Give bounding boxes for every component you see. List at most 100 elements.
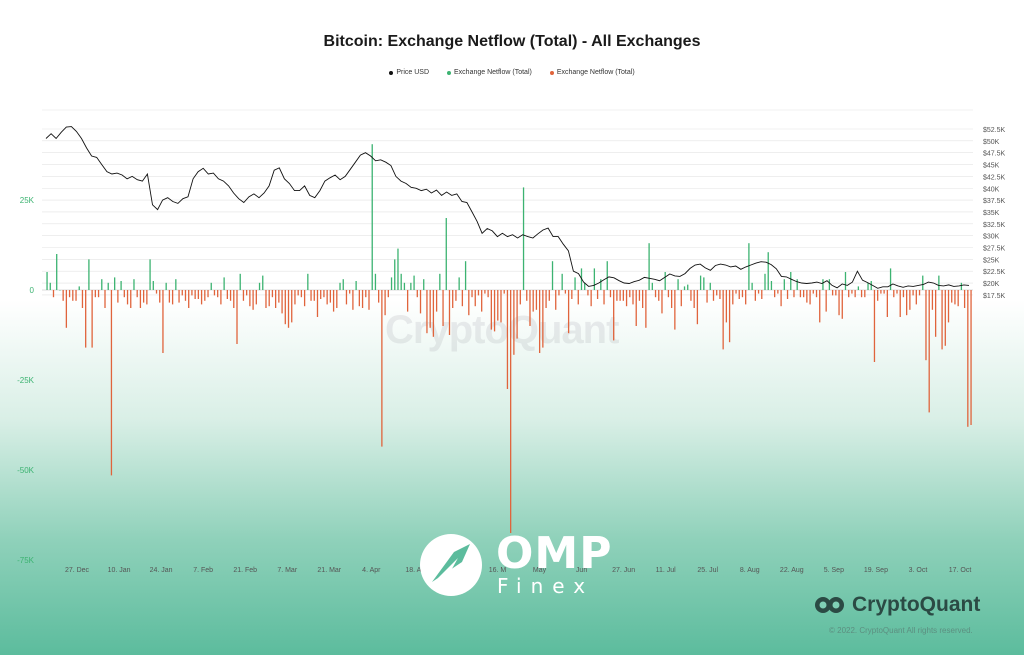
netflow-bar-66 (258, 282, 261, 290)
netflow-bar-180 (625, 290, 628, 307)
netflow-bar-202 (696, 290, 699, 325)
netflow-bar-169 (590, 290, 592, 307)
cryptoquant-brand[interactable]: CryptoQuant (814, 593, 980, 617)
netflow-bar-27 (133, 279, 135, 290)
netflow-bar-242 (825, 290, 827, 312)
y-right-tick-12: $22.5K (983, 269, 1006, 276)
y-left-tick-1: 0 (30, 286, 35, 295)
y-right-tick-3: $45K (983, 163, 1000, 170)
netflow-bar-10 (78, 286, 80, 290)
legend-item-price[interactable]: Price USD (389, 69, 429, 76)
netflow-bar-286 (967, 290, 969, 427)
netflow-bar-178 (619, 290, 621, 301)
netflow-bar-255 (867, 282, 869, 290)
y-right-tick-0: $52.5K (983, 127, 1006, 134)
netflow-bar-112 (406, 290, 409, 312)
netflow-bar-134 (477, 290, 480, 296)
legend-label-positive: Exchange Netflow (Total) (454, 69, 532, 76)
x-tick-13: 27. Jun (612, 567, 635, 574)
netflow-bar-206 (709, 282, 711, 290)
netflow-bar-59 (236, 290, 238, 344)
netflow-bar-154 (542, 290, 544, 348)
watermark-text: CryptoQuant (385, 308, 619, 352)
netflow-bar-35 (159, 290, 161, 303)
netflow-bar-261 (886, 290, 888, 317)
netflow-bar-39 (171, 290, 174, 305)
netflow-bar-262 (889, 268, 892, 290)
netflow-bar-21 (114, 277, 116, 290)
netflow-bar-117 (423, 279, 425, 290)
netflow-bar-87 (326, 290, 328, 305)
netflow-bar-164 (574, 277, 576, 290)
netflow-bar-273 (925, 290, 927, 361)
netflow-bar-232 (793, 290, 795, 298)
netflow-bar-89 (332, 290, 335, 312)
netflow-bar-264 (896, 290, 898, 294)
netflow-bar-176 (613, 290, 615, 341)
netflow-bar-126 (452, 290, 454, 308)
netflow-bar-191 (661, 290, 663, 314)
netflow-bar-137 (487, 290, 489, 298)
y-right-tick-2: $47.5K (983, 151, 1006, 158)
netflow-bar-94 (349, 290, 351, 294)
netflow-bar-181 (629, 290, 631, 298)
netflow-bar-281 (951, 290, 953, 303)
netflow-bar-162 (567, 290, 570, 334)
netflow-bar-271 (918, 290, 921, 296)
netflow-bar-211 (725, 290, 728, 323)
netflow-bar-85 (320, 290, 322, 299)
netflow-bar-119 (429, 290, 431, 328)
netflow-bar-256 (870, 281, 872, 290)
netflow-bar-38 (168, 290, 171, 303)
netflow-bar-19 (107, 282, 109, 290)
x-tick-8: 18. A (405, 567, 421, 574)
legend-item-netflow-negative[interactable]: Exchange Netflow (Total) (549, 69, 635, 76)
y-right-tick-8: $32.5K (983, 222, 1006, 229)
netflow-bar-239 (815, 290, 818, 298)
netflow-bar-49 (204, 290, 206, 301)
netflow-bar-265 (899, 290, 901, 317)
netflow-bar-2 (52, 290, 55, 298)
legend: Price USD Exchange Netflow (Total) Excha… (0, 69, 1024, 76)
netflow-bar-53 (217, 290, 219, 298)
netflow-bar-51 (210, 282, 212, 290)
netflow-bar-251 (854, 290, 856, 298)
netflow-bar-129 (461, 290, 464, 307)
legend-item-netflow-positive[interactable]: Exchange Netflow (Total) (447, 69, 532, 76)
netflow-bar-91 (339, 282, 341, 290)
netflow-bar-97 (358, 290, 360, 307)
netflow-bar-111 (403, 282, 406, 290)
netflow-bar-61 (242, 290, 245, 301)
netflow-bar-231 (790, 272, 792, 290)
netflow-bar-285 (963, 290, 966, 308)
netflow-bar-216 (741, 290, 744, 298)
netflow-bar-196 (677, 279, 679, 290)
netflow-bar-55 (223, 277, 225, 290)
netflow-bar-26 (130, 290, 132, 308)
netflow-bar-284 (960, 282, 963, 290)
netflow-bar-64 (252, 290, 254, 310)
netflow-bar-177 (616, 290, 618, 301)
netflow-bar-24 (123, 290, 125, 298)
netflow-bar-250 (851, 290, 853, 294)
netflow-bar-121 (435, 290, 438, 312)
netflow-bar-241 (822, 279, 824, 290)
copyright-text: © 2022. CryptoQuant All rights reserved. (829, 626, 973, 635)
legend-dot-negative (549, 70, 554, 75)
y-left-tick-3: -50K (17, 466, 35, 475)
netflow-bar-25 (126, 290, 129, 305)
netflow-bar-1 (49, 282, 51, 290)
netflow-bar-81 (307, 273, 309, 290)
netflow-bar-118 (426, 290, 428, 334)
netflow-bar-222 (761, 290, 763, 299)
netflow-bar-183 (635, 290, 637, 326)
netflow-bar-272 (922, 275, 924, 290)
netflow-bar-150 (529, 290, 531, 326)
netflow-bar-114 (413, 275, 415, 290)
legend-dot-price (389, 70, 394, 75)
netflow-bar-235 (802, 290, 805, 298)
netflow-bar-215 (738, 290, 740, 299)
netflow-bar-197 (680, 290, 682, 307)
netflow-bar-172 (600, 279, 602, 290)
x-tick-4: 21. Feb (233, 567, 257, 574)
